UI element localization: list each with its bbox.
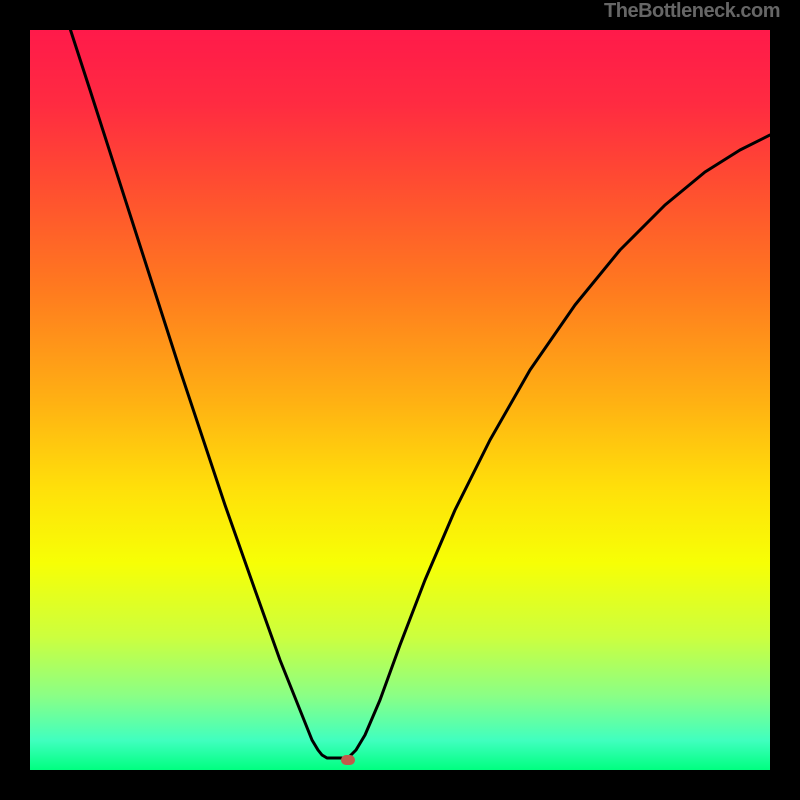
optimal-point-marker — [341, 755, 355, 765]
curve-path — [64, 30, 770, 758]
frame-border-bottom — [0, 770, 800, 800]
frame-border-left — [0, 0, 30, 800]
frame-border-right — [770, 0, 800, 800]
plot-area — [30, 30, 770, 770]
watermark: TheBottleneck.com — [604, 0, 780, 23]
bottleneck-curve — [30, 30, 770, 770]
